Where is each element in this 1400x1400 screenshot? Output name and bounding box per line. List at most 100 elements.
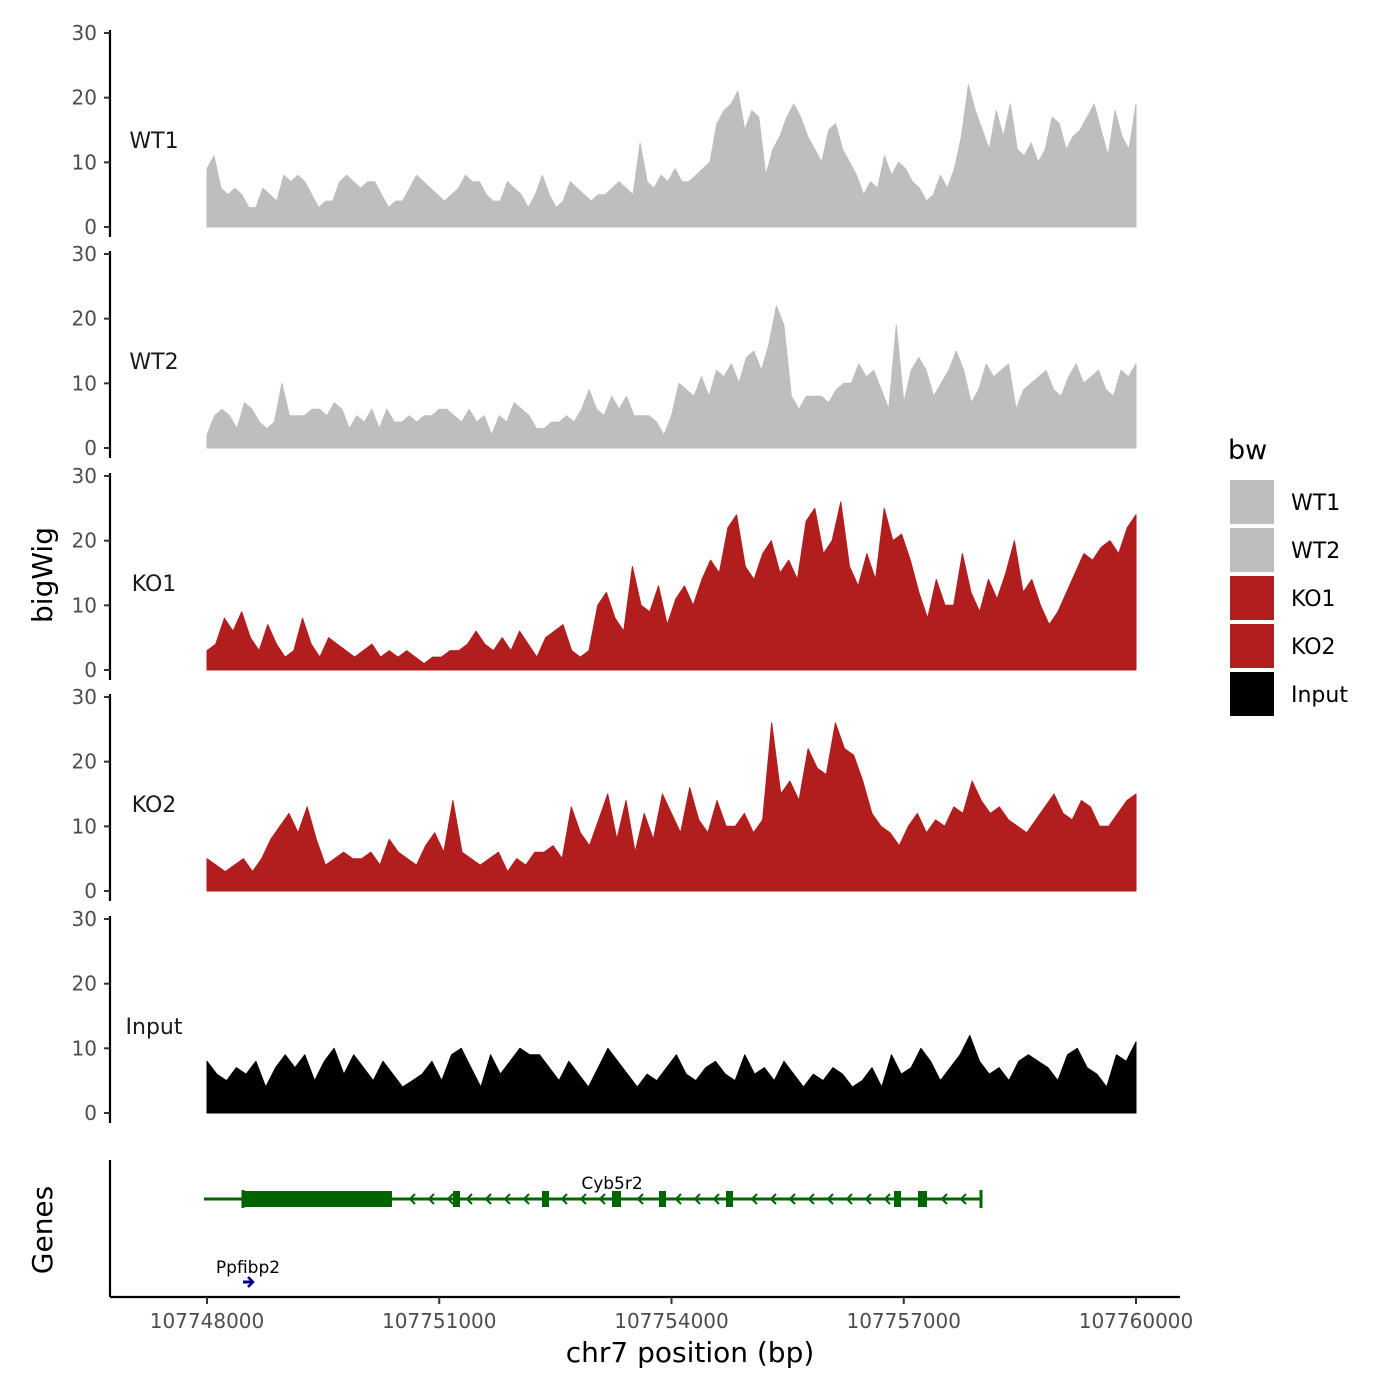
gene-cyb5r2: Cyb5r2 (204, 1174, 983, 1208)
gene-strand-chevron (788, 1193, 796, 1205)
track-label-ko1: KO1 (132, 572, 177, 597)
y-tick-label-ko2-0: 0 (84, 879, 97, 903)
gene-strand-chevron (845, 1193, 853, 1205)
gene-exon-5 (726, 1191, 733, 1207)
track-ko2: 0 10 20 30 KO2 (72, 685, 1137, 903)
gene-strand-chevron (579, 1193, 587, 1205)
y-tick-label-ko1-30: 30 (72, 464, 97, 488)
gene-strand-chevron (693, 1193, 701, 1205)
gene-strand-chevron (864, 1193, 872, 1205)
gene-exon-6 (894, 1191, 901, 1207)
gene-exon-7 (918, 1191, 927, 1207)
gene-strand-chevron (560, 1193, 568, 1205)
legend-item-wt1: WT1 (1230, 480, 1340, 524)
track-label-wt1: WT1 (129, 129, 178, 154)
gene-strand-chevron (522, 1193, 530, 1205)
x-tick-label-2: 107754000 (614, 1309, 729, 1333)
legend-item-ko2: KO2 (1230, 624, 1336, 668)
y-tick-label-ko1-10: 10 (72, 593, 97, 617)
area-wt1 (206, 84, 1137, 228)
legend-title: bw (1228, 435, 1267, 466)
gene-strand-chevron (598, 1193, 606, 1205)
gene-strand-chevron (446, 1193, 454, 1205)
gene-exon-1 (453, 1191, 460, 1207)
gene-strand-chevron (807, 1193, 815, 1205)
area-wt2 (206, 305, 1137, 449)
gene-label-cyb5r2: Cyb5r2 (581, 1174, 642, 1194)
gene-strand-chevron (427, 1193, 435, 1205)
y-tick-label-ko2-20: 20 (72, 750, 97, 774)
gene-strand-chevron (940, 1193, 948, 1205)
legend-label-input: Input (1291, 683, 1348, 708)
genes-track-title: Genes (26, 1186, 59, 1274)
x-tick-label-0: 107748000 (150, 1309, 265, 1333)
y-tick-label-wt1-0: 0 (84, 215, 97, 239)
gene-strand-chevron (674, 1193, 682, 1205)
legend-label-ko2: KO2 (1291, 635, 1336, 660)
legend-swatch-ko2 (1230, 624, 1274, 668)
tracks: 0 10 20 30 WT1 0 10 20 30 WT2 0 10 20 30 KO1 0 10 20 30 KO2… (72, 21, 1137, 1125)
track-label-input: Input (126, 1015, 183, 1040)
x-axis: 107748000 107751000 107754000 107757000 1077… (110, 1295, 1194, 1369)
track-label-wt2: WT2 (129, 350, 178, 375)
gene-utr-block-cyb5r2 (243, 1191, 392, 1207)
legend-label-ko1: KO1 (1291, 587, 1336, 612)
legend-item-ko1: KO1 (1230, 576, 1336, 620)
y-tick-label-wt1-10: 10 (72, 150, 97, 174)
x-axis-title: chr7 position (bp) (566, 1336, 815, 1369)
y-tick-label-ko1-20: 20 (72, 529, 97, 553)
gene-strand-chevron (484, 1193, 492, 1205)
gene-strand-chevron (826, 1193, 834, 1205)
gene-strand-chevron (465, 1193, 473, 1205)
gene-strand-chevron (769, 1193, 777, 1205)
area-ko1 (206, 501, 1137, 671)
y-tick-label-ko2-30: 30 (72, 685, 97, 709)
gene-strand-chevron (636, 1193, 644, 1205)
legend-swatch-wt1 (1230, 480, 1274, 524)
x-tick-label-4: 107760000 (1079, 1309, 1194, 1333)
legend-item-wt2: WT2 (1230, 528, 1340, 572)
legend-label-wt1: WT1 (1291, 491, 1340, 516)
gene-strand-chevron (408, 1193, 416, 1205)
y-tick-label-input-0: 0 (84, 1101, 97, 1125)
y-tick-label-input-10: 10 (72, 1036, 97, 1060)
y-tick-label-wt2-0: 0 (84, 436, 97, 460)
y-tick-label-wt1-30: 30 (72, 21, 97, 45)
area-ko2 (206, 722, 1137, 892)
y-tick-label-wt2-10: 10 (72, 371, 97, 395)
gene-exon-4 (659, 1191, 666, 1207)
track-wt1: 0 10 20 30 WT1 (72, 21, 1137, 239)
legend-item-input: Input (1230, 672, 1348, 716)
legend-swatch-wt2 (1230, 528, 1274, 572)
track-ko1: 0 10 20 30 KO1 (72, 464, 1137, 682)
gene-strand-chevron (959, 1193, 967, 1205)
y-axis-title: bigWig (26, 527, 59, 623)
legend-label-wt2: WT2 (1291, 539, 1340, 564)
gene-label-ppfibp2: Ppfibp2 (216, 1258, 280, 1278)
y-tick-label-ko1-0: 0 (84, 658, 97, 682)
track-wt2: 0 10 20 30 WT2 (72, 242, 1137, 460)
y-tick-label-wt2-30: 30 (72, 242, 97, 266)
gene-ppfibp2: Ppfibp2 (216, 1258, 280, 1288)
track-label-ko2: KO2 (132, 793, 177, 818)
x-tick-label-3: 107757000 (846, 1309, 961, 1333)
x-tick-label-1: 107751000 (382, 1309, 497, 1333)
gene-strand-arrow-icon (247, 1276, 255, 1288)
legend: bw WT1 WT2 KO1 KO2 Input (1228, 435, 1348, 716)
area-input (206, 1034, 1137, 1114)
gene-strand-chevron (712, 1193, 720, 1205)
y-tick-label-ko2-10: 10 (72, 814, 97, 838)
y-tick-label-wt1-20: 20 (72, 86, 97, 110)
legend-swatch-ko1 (1230, 576, 1274, 620)
gene-exon-3 (612, 1191, 621, 1207)
genes-track: Genes Cyb5r2 Ppfibp2 (26, 1160, 983, 1297)
y-tick-label-input-20: 20 (72, 972, 97, 996)
y-tick-label-input-30: 30 (72, 907, 97, 931)
track-input: 0 10 20 30 Input (72, 907, 1137, 1125)
gene-strand-chevron (883, 1193, 891, 1205)
gene-exon-2 (542, 1191, 549, 1207)
legend-swatch-input (1230, 672, 1274, 716)
y-tick-label-wt2-20: 20 (72, 307, 97, 331)
gene-strand-chevron (503, 1193, 511, 1205)
